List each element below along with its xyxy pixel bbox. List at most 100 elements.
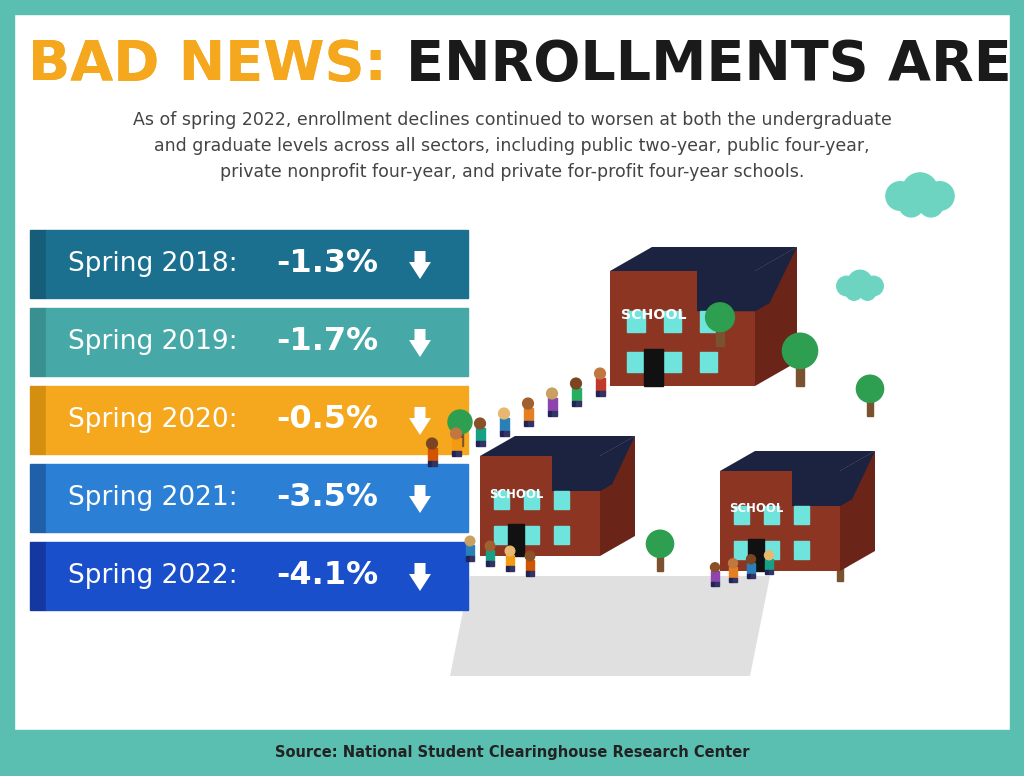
Circle shape <box>646 530 674 557</box>
Bar <box>0 730 1024 776</box>
Bar <box>0 0 14 776</box>
Bar <box>486 550 494 561</box>
Bar <box>432 461 436 466</box>
Bar <box>495 491 509 509</box>
Text: SCHOOL: SCHOOL <box>729 503 783 515</box>
Bar <box>510 566 514 571</box>
Circle shape <box>570 378 582 389</box>
Polygon shape <box>720 451 874 471</box>
Bar <box>506 555 514 566</box>
Text: Spring 2019:: Spring 2019: <box>68 329 238 355</box>
Bar <box>523 421 527 426</box>
Bar <box>457 451 461 456</box>
Polygon shape <box>600 436 635 491</box>
Bar <box>571 388 581 400</box>
Bar <box>1010 0 1024 776</box>
Circle shape <box>846 284 862 300</box>
Circle shape <box>595 368 605 379</box>
Bar <box>729 577 732 582</box>
Polygon shape <box>792 471 840 506</box>
Bar <box>46 230 468 298</box>
Bar <box>475 441 479 446</box>
Circle shape <box>864 276 884 296</box>
Text: ENROLLMENTS ARE DOWN: ENROLLMENTS ARE DOWN <box>407 38 1024 92</box>
Bar <box>795 506 809 524</box>
Bar <box>795 541 809 559</box>
Text: BAD NEWS:: BAD NEWS: <box>28 38 407 92</box>
Circle shape <box>449 410 472 434</box>
Bar <box>748 573 751 578</box>
Polygon shape <box>552 456 600 491</box>
Polygon shape <box>720 471 840 571</box>
Text: Spring 2020:: Spring 2020: <box>68 407 238 433</box>
Bar <box>765 570 769 574</box>
Bar <box>548 398 556 411</box>
Bar <box>837 566 843 581</box>
Bar <box>46 308 468 376</box>
Bar <box>470 556 474 561</box>
Bar <box>466 545 474 556</box>
Circle shape <box>505 546 515 556</box>
Bar <box>628 352 645 372</box>
Bar <box>500 418 509 431</box>
Circle shape <box>902 173 938 208</box>
Circle shape <box>926 182 954 210</box>
Bar <box>716 581 719 586</box>
Bar <box>457 432 463 446</box>
Bar <box>734 541 749 559</box>
Circle shape <box>706 303 734 331</box>
Bar <box>764 541 779 559</box>
Bar <box>749 539 764 571</box>
Polygon shape <box>792 499 852 506</box>
Bar <box>524 491 539 509</box>
Text: private nonprofit four-year, and private for-profit four-year schools.: private nonprofit four-year, and private… <box>220 163 804 181</box>
Polygon shape <box>552 484 612 491</box>
Circle shape <box>547 388 557 399</box>
Polygon shape <box>409 329 431 357</box>
Polygon shape <box>610 247 797 271</box>
Bar <box>656 556 664 571</box>
Circle shape <box>848 270 872 294</box>
Circle shape <box>859 284 876 300</box>
Bar <box>490 561 494 566</box>
Bar <box>600 390 604 396</box>
Bar <box>553 411 556 416</box>
Bar <box>548 411 552 416</box>
Bar <box>46 542 468 610</box>
Bar <box>480 441 484 446</box>
Text: -3.5%: -3.5% <box>276 483 378 514</box>
Bar <box>466 556 470 561</box>
Bar <box>769 570 773 574</box>
Text: BAD NEWS: ENROLLMENTS ARE DOWN: BAD NEWS: ENROLLMENTS ARE DOWN <box>30 64 57 66</box>
Bar <box>554 491 568 509</box>
Text: -4.1%: -4.1% <box>276 560 378 591</box>
Text: SCHOOL: SCHOOL <box>488 487 543 501</box>
Polygon shape <box>480 456 600 556</box>
Bar <box>644 349 663 386</box>
Bar <box>30 464 46 532</box>
Circle shape <box>485 541 495 551</box>
Polygon shape <box>840 451 874 571</box>
Bar <box>495 526 509 544</box>
Circle shape <box>782 333 817 369</box>
Text: Source: National Student Clearinghouse Research Center: Source: National Student Clearinghouse R… <box>274 746 750 760</box>
Bar <box>427 448 436 461</box>
Bar <box>664 311 681 332</box>
Polygon shape <box>450 576 620 676</box>
Bar <box>523 408 532 421</box>
Bar <box>452 451 456 456</box>
Bar <box>526 571 529 576</box>
Bar <box>866 400 873 416</box>
Text: -1.7%: -1.7% <box>276 327 378 358</box>
Bar <box>0 0 1024 14</box>
Bar <box>46 386 468 454</box>
Text: Spring 2018:: Spring 2018: <box>68 251 238 277</box>
Text: SCHOOL: SCHOOL <box>621 308 686 322</box>
Bar <box>554 526 568 544</box>
Polygon shape <box>697 271 755 311</box>
Bar <box>628 311 645 332</box>
Circle shape <box>856 376 884 403</box>
Circle shape <box>451 428 462 439</box>
Bar <box>712 571 719 581</box>
Bar <box>577 400 581 406</box>
